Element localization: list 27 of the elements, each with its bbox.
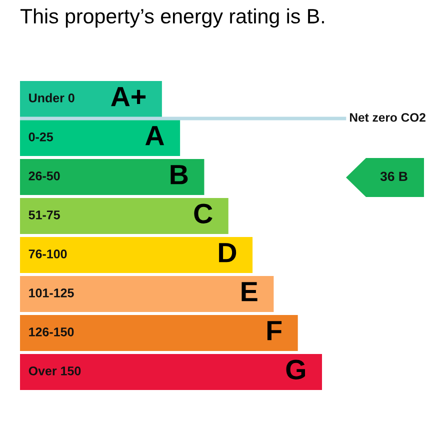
annotation: E: [242, 282, 258, 302]
y-tick-label: 76-100: [28, 250, 67, 258]
text: 36 B: [380, 172, 408, 182]
bar: [20, 159, 204, 195]
y-tick-label: Under 0: [29, 93, 74, 102]
annotation: G: [286, 360, 305, 380]
bar: [20, 354, 322, 390]
annotation: A: [145, 126, 164, 146]
y-tick-label: 101-125: [29, 288, 74, 298]
bar: [20, 276, 274, 312]
ref-line-label: Net zero CO2: [350, 113, 426, 122]
y-tick-label: 126-150: [29, 328, 74, 336]
bar: [20, 237, 253, 273]
annotation: A+: [111, 87, 146, 106]
bar: [20, 81, 162, 117]
bar: [20, 120, 180, 156]
annotation: D: [219, 243, 236, 262]
bar: [20, 198, 228, 234]
y-tick-label: 51-75: [28, 210, 60, 220]
annotation: F: [267, 321, 282, 340]
chart-title: This property’s energy rating is B.: [20, 8, 324, 28]
annotation: C: [194, 204, 212, 224]
annotation: B: [170, 165, 188, 184]
bar: [20, 315, 298, 351]
y-tick-label: 26-50: [28, 172, 60, 180]
y-tick-label: Over 150: [28, 366, 81, 376]
y-tick-label: 0-25: [28, 132, 54, 142]
